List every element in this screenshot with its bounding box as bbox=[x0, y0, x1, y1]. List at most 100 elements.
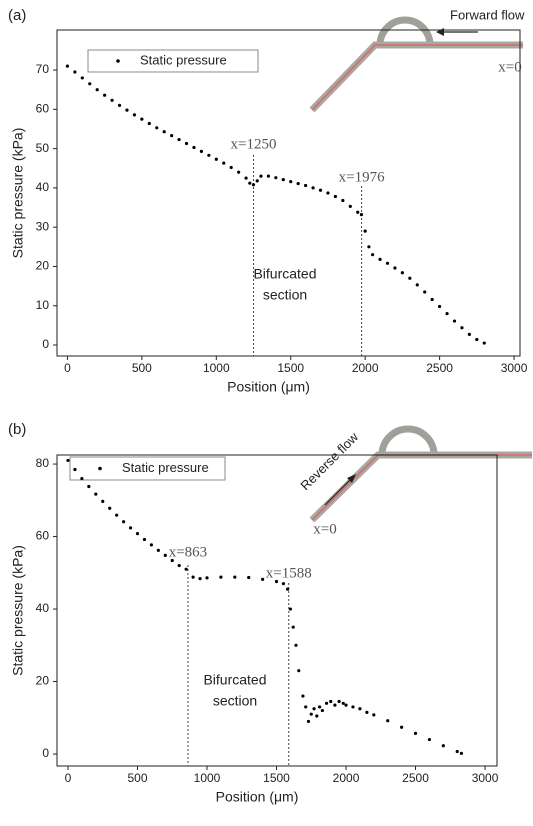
y-tick-label: 0 bbox=[42, 337, 49, 351]
data-point bbox=[191, 575, 195, 579]
legend-box bbox=[87, 49, 259, 73]
data-point bbox=[281, 178, 285, 182]
data-point bbox=[259, 174, 263, 178]
origin-label: x=0 bbox=[313, 521, 336, 537]
legend-label: Static pressure bbox=[122, 460, 209, 475]
data-point bbox=[156, 548, 160, 552]
channel-diagram: Forward flow x=0 bbox=[309, 7, 525, 113]
data-point bbox=[408, 276, 412, 280]
data-point bbox=[214, 157, 218, 161]
data-point bbox=[128, 526, 133, 530]
data-point bbox=[475, 337, 479, 342]
data-point bbox=[132, 113, 137, 117]
marker-label: x=863 bbox=[169, 544, 207, 560]
data-point bbox=[341, 198, 345, 203]
data-point bbox=[400, 271, 404, 275]
data-point bbox=[385, 261, 390, 265]
data-point bbox=[147, 121, 151, 126]
data-point bbox=[184, 567, 188, 571]
legend-label: Static pressure bbox=[140, 52, 227, 67]
data-point bbox=[438, 304, 442, 309]
x-tick-label: 2000 bbox=[352, 361, 379, 375]
y-tick-label: 30 bbox=[36, 219, 50, 233]
panel-label: (a) bbox=[8, 7, 26, 24]
data-point bbox=[337, 699, 341, 704]
data-point bbox=[255, 179, 259, 183]
y-tick-label: 20 bbox=[36, 674, 50, 688]
region-label: section bbox=[263, 287, 307, 303]
y-tick-label: 10 bbox=[36, 298, 50, 312]
data-point bbox=[88, 82, 92, 86]
region-label: Bifurcated bbox=[253, 266, 316, 282]
origin-label: x=0 bbox=[498, 59, 521, 75]
data-point bbox=[101, 499, 105, 503]
data-point bbox=[162, 130, 166, 134]
data-point bbox=[170, 134, 174, 138]
data-point bbox=[110, 98, 114, 102]
data-point bbox=[455, 749, 459, 754]
x-tick-label: 1000 bbox=[194, 771, 221, 785]
y-tick-label: 40 bbox=[36, 180, 50, 194]
data-point bbox=[80, 76, 84, 80]
data-point bbox=[149, 543, 153, 547]
data-point bbox=[306, 719, 311, 724]
data-point bbox=[177, 137, 181, 142]
data-point bbox=[155, 126, 159, 130]
data-point bbox=[121, 520, 126, 524]
data-point bbox=[320, 708, 324, 713]
data-point bbox=[125, 108, 129, 112]
y-tick-label: 40 bbox=[36, 601, 50, 615]
data-point bbox=[66, 458, 70, 463]
flow-label: Forward flow bbox=[450, 7, 525, 22]
data-point bbox=[108, 506, 112, 510]
data-point bbox=[423, 290, 427, 294]
panel-label: (b) bbox=[8, 421, 26, 438]
data-point bbox=[309, 712, 313, 716]
plot-frame bbox=[56, 29, 521, 357]
data-point bbox=[427, 737, 432, 742]
y-tick-label: 70 bbox=[36, 62, 50, 76]
x-tick-label: 0 bbox=[64, 361, 71, 375]
marker-label: x=1588 bbox=[266, 565, 312, 581]
data-point bbox=[199, 149, 204, 153]
data-point bbox=[142, 537, 147, 542]
data-point bbox=[177, 563, 181, 568]
data-point bbox=[333, 194, 337, 199]
x-tick-label: 3000 bbox=[472, 771, 499, 785]
data-point bbox=[237, 170, 241, 174]
data-point bbox=[65, 64, 70, 68]
data-point bbox=[400, 725, 404, 729]
data-point bbox=[251, 183, 256, 187]
data-point bbox=[140, 117, 144, 121]
data-point bbox=[244, 176, 248, 180]
data-point bbox=[222, 161, 226, 165]
data-point bbox=[359, 213, 364, 217]
data-point bbox=[103, 93, 107, 97]
y-tick-label: 0 bbox=[42, 746, 49, 760]
x-axis-title: Position (μm) bbox=[227, 379, 310, 395]
data-point bbox=[356, 210, 360, 214]
data-point bbox=[312, 707, 316, 711]
data-point bbox=[170, 558, 174, 563]
plot-frame bbox=[56, 454, 498, 767]
data-point bbox=[445, 311, 449, 316]
tube-center bbox=[311, 44, 523, 111]
data-point bbox=[247, 575, 251, 580]
data-point bbox=[460, 326, 464, 330]
data-point bbox=[351, 705, 355, 709]
data-point bbox=[73, 467, 77, 472]
data-point bbox=[430, 297, 434, 302]
data-point bbox=[248, 181, 252, 185]
x-tick-label: 1500 bbox=[277, 361, 304, 375]
data-point bbox=[117, 103, 122, 108]
data-point bbox=[296, 181, 300, 186]
data-point bbox=[393, 266, 397, 270]
data-point bbox=[344, 703, 348, 707]
region-label: section bbox=[213, 693, 257, 709]
data-point bbox=[318, 705, 322, 709]
x-tick-label: 500 bbox=[132, 361, 152, 375]
data-point bbox=[324, 701, 329, 705]
x-tick-label: 3000 bbox=[501, 361, 528, 375]
region-label: Bifurcated bbox=[203, 672, 266, 688]
